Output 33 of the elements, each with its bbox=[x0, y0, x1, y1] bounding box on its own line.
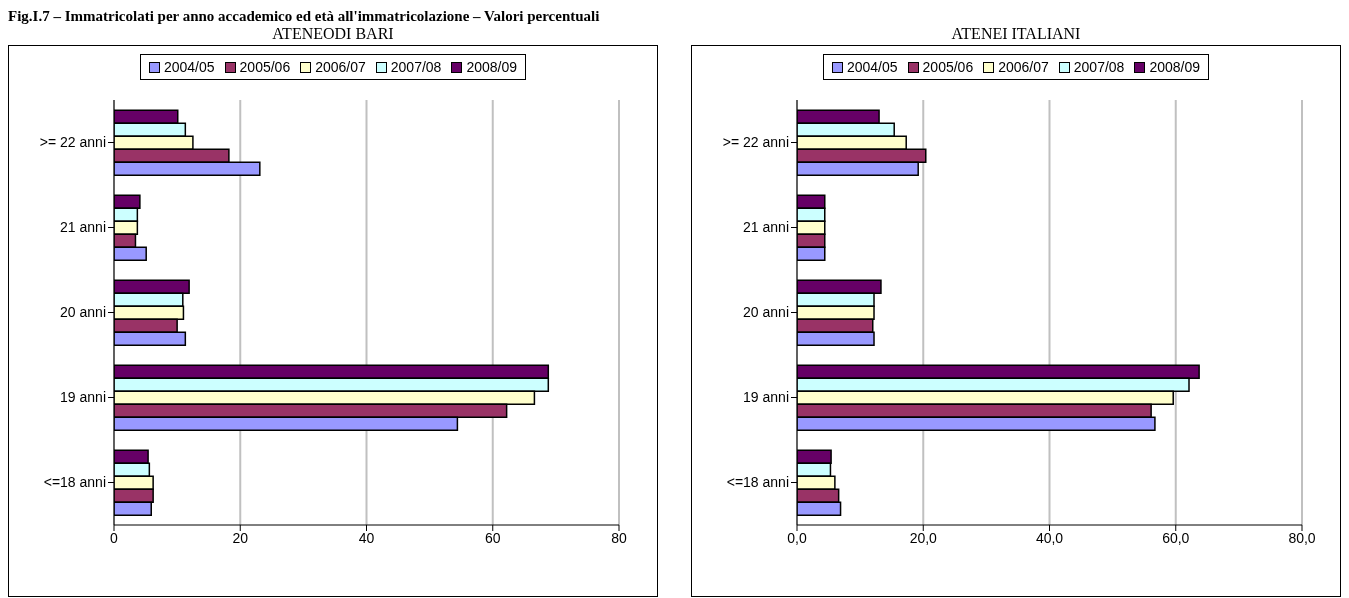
y-tick-label: 21 anni bbox=[743, 219, 789, 236]
legend-label: 2007/08 bbox=[1073, 59, 1125, 75]
chart-subtitle: ATENEODI BARI bbox=[271, 25, 395, 44]
y-tick-label: 19 anni bbox=[743, 389, 789, 406]
chart-title: Fig.I.7 – Immatricolati per anno accademico ed età all'immatricolazione – Valori percentuali bbox=[8, 8, 601, 25]
y-tick-label: 20 anni bbox=[60, 304, 106, 321]
x-tick-label: 60 bbox=[484, 529, 501, 546]
x-tick-label: 40,0 bbox=[1035, 529, 1064, 546]
legend-label: 2006/07 bbox=[998, 59, 1049, 75]
y-tick-label: 21 anni bbox=[60, 219, 106, 236]
chart-subtitle: ATENEI ITALIANI bbox=[950, 25, 1082, 44]
legend-label: 2005/06 bbox=[922, 59, 974, 75]
legend-label: 2004/05 bbox=[846, 59, 898, 75]
x-tick-label: 20 bbox=[232, 529, 249, 546]
y-tick-label: <=18 anni bbox=[726, 474, 789, 491]
x-tick-label: 0 bbox=[110, 529, 119, 546]
x-tick-label: 40 bbox=[358, 529, 375, 546]
y-tick-label: 20 anni bbox=[743, 304, 789, 321]
x-tick-label: 20,0 bbox=[909, 529, 938, 546]
legend-label: 2008/09 bbox=[1149, 59, 1201, 75]
legend-label: 2008/09 bbox=[466, 59, 518, 75]
x-tick-label: 60,0 bbox=[1162, 529, 1190, 546]
legend-label: 2005/06 bbox=[239, 59, 291, 75]
x-tick-label: 0,0 bbox=[787, 529, 807, 546]
legend-label: 2006/07 bbox=[315, 59, 366, 75]
y-tick-label: 19 anni bbox=[60, 389, 106, 406]
y-tick-label: >= 22 anni bbox=[39, 134, 106, 151]
y-tick-label: <=18 anni bbox=[43, 474, 106, 491]
x-tick-label: 80 bbox=[611, 529, 627, 546]
legend-label: 2004/05 bbox=[163, 59, 215, 75]
legend-label: 2007/08 bbox=[390, 59, 442, 75]
x-tick-label: 80,0 bbox=[1288, 529, 1316, 546]
y-tick-label: >= 22 anni bbox=[722, 134, 789, 151]
